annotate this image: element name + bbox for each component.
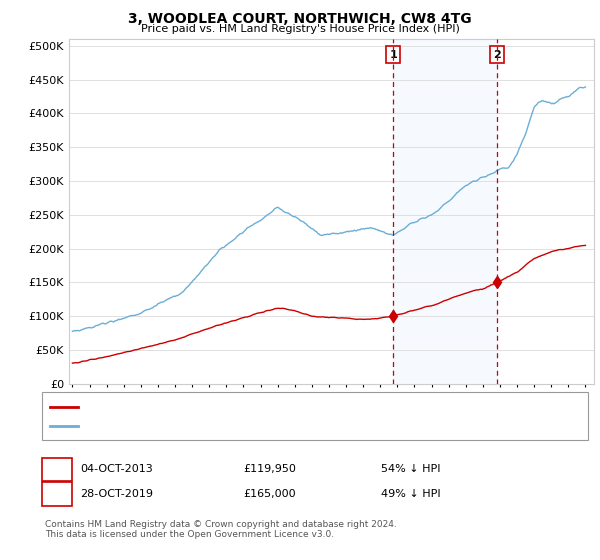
Text: 49% ↓ HPI: 49% ↓ HPI	[381, 489, 440, 499]
Text: 1: 1	[389, 50, 397, 60]
Text: 2: 2	[493, 50, 501, 60]
Text: Contains HM Land Registry data © Crown copyright and database right 2024.
This d: Contains HM Land Registry data © Crown c…	[45, 520, 397, 539]
Text: £119,950: £119,950	[243, 464, 296, 474]
Text: 3, WOODLEA COURT, NORTHWICH, CW8 4TG: 3, WOODLEA COURT, NORTHWICH, CW8 4TG	[128, 12, 472, 26]
Text: £165,000: £165,000	[243, 489, 296, 499]
Text: 3, WOODLEA COURT, NORTHWICH, CW8 4TG (detached house): 3, WOODLEA COURT, NORTHWICH, CW8 4TG (de…	[82, 402, 410, 412]
Text: 1: 1	[53, 464, 61, 474]
Text: 04-OCT-2013: 04-OCT-2013	[80, 464, 152, 474]
Text: 28-OCT-2019: 28-OCT-2019	[80, 489, 153, 499]
Text: 2: 2	[53, 489, 61, 499]
Text: HPI: Average price, detached house, Cheshire West and Chester: HPI: Average price, detached house, Ches…	[82, 421, 417, 431]
Text: 54% ↓ HPI: 54% ↓ HPI	[381, 464, 440, 474]
Bar	[393, 39, 497, 384]
Text: Price paid vs. HM Land Registry's House Price Index (HPI): Price paid vs. HM Land Registry's House …	[140, 24, 460, 34]
